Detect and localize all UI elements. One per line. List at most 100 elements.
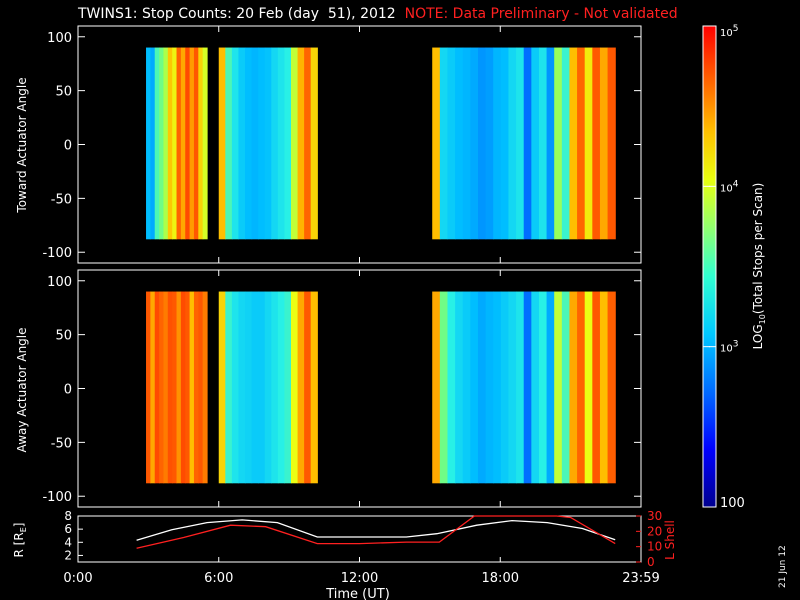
toward-cell bbox=[291, 47, 299, 240]
away-y-ticks: 100 50 0 -50 -100 bbox=[42, 270, 642, 507]
away-cell bbox=[531, 291, 540, 484]
away-cell bbox=[599, 291, 609, 484]
toward-cell bbox=[146, 47, 151, 240]
toward-cell bbox=[176, 47, 182, 240]
toward-ytick-label: 100 bbox=[47, 31, 72, 46]
toward-y-ticks: 100 50 0 -50 -100 bbox=[42, 26, 642, 263]
toward-cell bbox=[185, 47, 191, 240]
toward-cell bbox=[500, 47, 510, 240]
toward-ytick-label: -50 bbox=[51, 192, 72, 207]
toward-cell bbox=[447, 47, 456, 240]
toward-cell bbox=[284, 47, 292, 240]
radius-axis-label: R [RE] bbox=[12, 523, 28, 558]
away-cell bbox=[439, 291, 449, 484]
toward-cell bbox=[538, 47, 548, 240]
away-cell bbox=[584, 291, 593, 484]
toward-cell bbox=[508, 47, 517, 240]
orbit-lines bbox=[136, 515, 616, 549]
away-cell bbox=[159, 291, 165, 484]
toward-cell bbox=[470, 47, 479, 240]
toward-cell bbox=[231, 47, 240, 240]
time-tick-label: 6:00 bbox=[204, 571, 233, 586]
x-axis-label: Time (UT) bbox=[325, 587, 390, 600]
away-cell bbox=[516, 291, 525, 484]
away-y-label: Away Actuator Angle bbox=[15, 327, 29, 452]
colorbar-tick-label: 105 bbox=[720, 24, 738, 39]
away-cell bbox=[470, 291, 479, 484]
away-cell bbox=[500, 291, 510, 484]
colorbar-label: LOG10(Total Stops per Scan) bbox=[751, 183, 767, 350]
toward-cell bbox=[202, 47, 208, 240]
away-cell bbox=[508, 291, 517, 484]
away-ytick-label: -100 bbox=[42, 490, 72, 505]
away-angle-panel: 100 50 0 -50 -100 Away Actuator Angle bbox=[15, 269, 642, 508]
toward-cell bbox=[584, 47, 593, 240]
away-cell bbox=[546, 291, 555, 484]
away-cell bbox=[291, 291, 299, 484]
colorbar-gradient bbox=[703, 26, 716, 507]
time-tick-label: 23:59 bbox=[622, 571, 659, 586]
radius-line bbox=[136, 519, 616, 541]
radius-tick-label: 8 bbox=[64, 509, 72, 523]
toward-cell bbox=[167, 47, 173, 240]
toward-cell bbox=[516, 47, 525, 240]
toward-cell bbox=[577, 47, 586, 240]
toward-cell bbox=[599, 47, 609, 240]
away-cell bbox=[607, 291, 616, 484]
toward-cell bbox=[251, 47, 259, 240]
time-tick-label: 0:00 bbox=[63, 571, 92, 586]
away-cell bbox=[193, 291, 199, 484]
away-cell bbox=[150, 291, 156, 484]
colorbar-tick-label: 103 bbox=[720, 340, 738, 355]
radius-tick-label: 4 bbox=[64, 535, 72, 549]
toward-cell bbox=[189, 47, 195, 240]
toward-cell bbox=[439, 47, 449, 240]
away-cell bbox=[577, 291, 586, 484]
toward-cell bbox=[180, 47, 186, 240]
away-cell bbox=[245, 291, 253, 484]
toward-cell bbox=[554, 47, 563, 240]
toward-cell bbox=[154, 47, 160, 240]
away-cell bbox=[198, 291, 204, 484]
toward-cell bbox=[271, 47, 279, 240]
colorbar-ticks: 105 104 103 100 bbox=[703, 24, 745, 511]
away-ytick-label: 0 bbox=[64, 383, 72, 398]
preliminary-note: NOTE: Data Preliminary - Not validated bbox=[404, 6, 678, 22]
away-ytick-label: -50 bbox=[51, 436, 72, 451]
toward-cell bbox=[462, 47, 471, 240]
away-cell bbox=[231, 291, 240, 484]
away-cell bbox=[523, 291, 532, 484]
away-cell bbox=[554, 291, 563, 484]
radius-tick-label: 6 bbox=[64, 522, 72, 536]
away-cell bbox=[225, 291, 233, 484]
toward-heatmap bbox=[146, 47, 616, 240]
away-cell bbox=[163, 291, 169, 484]
away-cell bbox=[447, 291, 456, 484]
time-tick-label: 12:00 bbox=[341, 571, 378, 586]
away-cell bbox=[538, 291, 548, 484]
toward-cell bbox=[238, 47, 246, 240]
toward-cell bbox=[485, 47, 494, 240]
radius-tick-label: 2 bbox=[64, 548, 72, 562]
date-stamp: 21 Jun 12 bbox=[778, 545, 788, 588]
away-cell bbox=[185, 291, 191, 484]
orbit-panel-frame bbox=[77, 515, 642, 563]
away-cell bbox=[592, 291, 601, 484]
toward-cell bbox=[546, 47, 555, 240]
away-cell bbox=[154, 291, 160, 484]
away-ytick-label: 100 bbox=[47, 275, 72, 290]
away-cell bbox=[167, 291, 173, 484]
toward-cell bbox=[531, 47, 540, 240]
toward-cell bbox=[455, 47, 464, 240]
toward-cell bbox=[569, 47, 578, 240]
away-cell bbox=[251, 291, 259, 484]
away-cell bbox=[455, 291, 464, 484]
toward-angle-panel: 100 50 0 -50 -100 Toward Actuator Angle bbox=[15, 25, 642, 264]
toward-ytick-label: -100 bbox=[42, 246, 72, 261]
toward-cell bbox=[258, 47, 266, 240]
toward-cell bbox=[193, 47, 199, 240]
away-cell bbox=[238, 291, 246, 484]
